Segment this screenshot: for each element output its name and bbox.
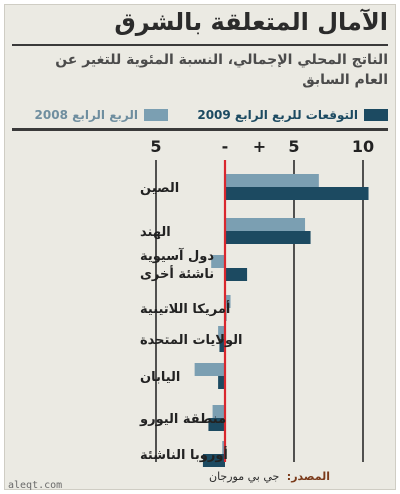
category-label-5: اليابان bbox=[140, 370, 180, 385]
source-note: المصدر: جي بي مورجان bbox=[209, 470, 330, 483]
chart-subtitle: الناتج المحلي الإجمالي، النسبة المئوية ل… bbox=[55, 52, 388, 88]
bar-q4-2008-4 bbox=[218, 326, 225, 339]
bar-q4-2008-6 bbox=[212, 405, 225, 418]
x-tick-label-2: + bbox=[253, 137, 266, 156]
x-tick-label-3: 5 bbox=[288, 137, 299, 156]
title-rule bbox=[12, 44, 388, 46]
legend-item-q4-2008: الربع الرابع 2008 bbox=[35, 104, 168, 126]
bar-forecast-2009-1 bbox=[225, 231, 311, 244]
x-tick-label-0: 5 bbox=[150, 137, 161, 156]
bar-q4-2008-1 bbox=[225, 218, 306, 231]
watermark: aleqt.com bbox=[8, 480, 63, 491]
bar-q4-2008-5 bbox=[194, 363, 225, 376]
category-label-1: الهند bbox=[140, 225, 171, 240]
source-label: المصدر: bbox=[286, 470, 330, 483]
bar-q4-2008-0 bbox=[225, 174, 319, 187]
category-label-3: أمريكا اللاتينية bbox=[140, 300, 230, 317]
bar-q4-2008-7 bbox=[222, 441, 225, 454]
bar-forecast-2009-7 bbox=[202, 454, 225, 467]
category-label-4: الولايات المتحدة bbox=[140, 333, 242, 348]
legend-swatch-q4-2008 bbox=[144, 109, 168, 121]
bar-forecast-2009-0 bbox=[225, 187, 369, 200]
bar-q4-2008-3 bbox=[225, 295, 231, 308]
legend-swatch-forecast-2009 bbox=[364, 109, 388, 121]
category-label-2-line-0: دول آسيوية bbox=[140, 247, 214, 264]
category-label-2-line-1: ناشئة أخرى bbox=[140, 265, 214, 282]
category-label-6: منطقة اليورو bbox=[139, 412, 226, 427]
chart-panel bbox=[4, 4, 396, 490]
category-label-0: الصين bbox=[140, 181, 179, 196]
legend-item-forecast-2009: التوقعات للربع الرابع 2009 bbox=[197, 104, 388, 126]
legend-label-q4-2008: الربع الرابع 2008 bbox=[34, 108, 138, 122]
x-tick-label-4: 10 bbox=[352, 137, 374, 156]
x-tick-label-1: - bbox=[222, 137, 229, 156]
legend-label-forecast-2009: التوقعات للربع الرابع 2009 bbox=[197, 108, 358, 122]
category-label-7: أوروبا الناشئة bbox=[140, 446, 228, 463]
bar-forecast-2009-4 bbox=[219, 339, 225, 352]
bar-forecast-2009-5 bbox=[218, 376, 225, 389]
bar-forecast-2009-2 bbox=[225, 268, 248, 281]
bar-forecast-2009-6 bbox=[208, 418, 225, 431]
legend-rule bbox=[12, 128, 388, 131]
bar-q4-2008-2 bbox=[211, 255, 225, 268]
source-text: جي بي مورجان bbox=[208, 470, 280, 483]
chart-title: الآمال المتعلقة بالشرق bbox=[114, 8, 388, 36]
